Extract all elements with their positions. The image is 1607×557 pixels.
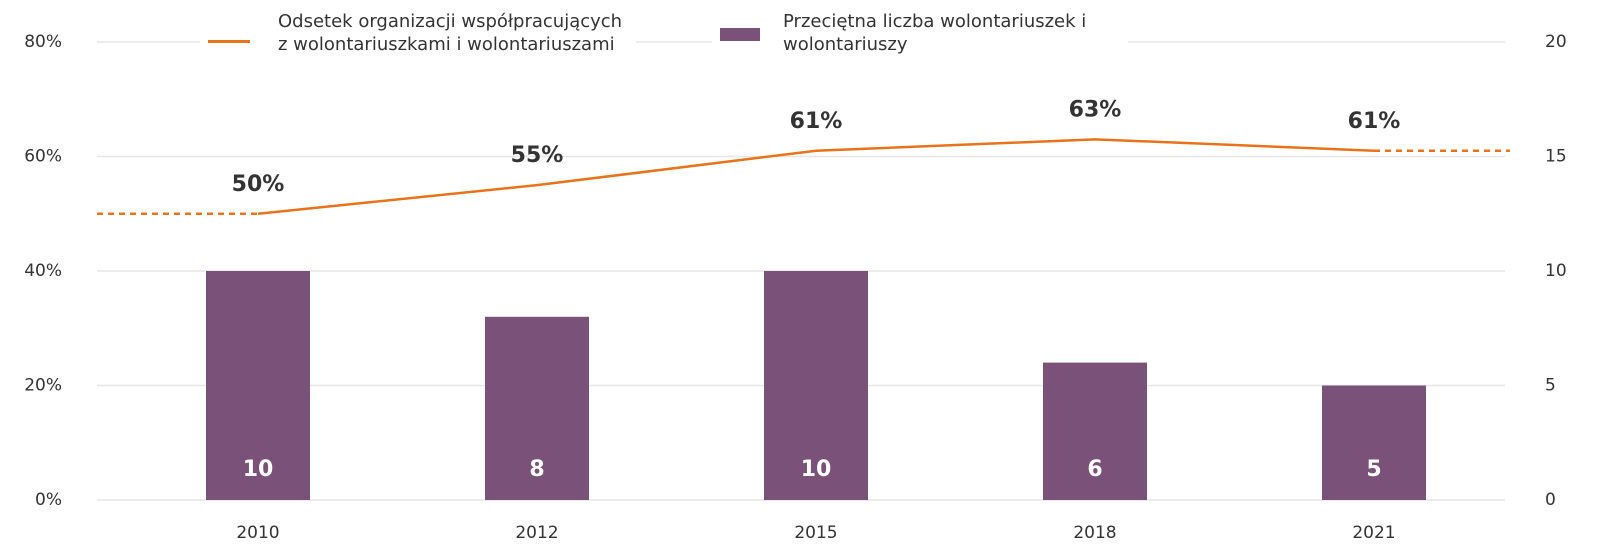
legend-item: Przeciętna liczba wolontariuszek i wolon… (712, 10, 1128, 62)
y-tick-label: 0% (35, 490, 62, 510)
y2-tick-label: 0 (1545, 490, 1556, 510)
line-value-label: 61% (790, 109, 843, 134)
legend-label: Odsetek organizacji współpracujących z w… (278, 11, 623, 55)
y-tick-label: 80% (24, 32, 62, 52)
bar-value-label: 5 (1366, 457, 1381, 482)
x-tick-label: 2010 (236, 523, 279, 543)
y2-tick-label: 20 (1545, 32, 1567, 52)
legend-rect (720, 28, 760, 41)
y2-tick-label: 5 (1545, 376, 1556, 396)
bar-value-label: 10 (243, 457, 274, 482)
legend-item: Odsetek organizacji współpracujących z w… (200, 10, 636, 62)
bar-value-label: 6 (1087, 457, 1102, 482)
x-tick-label: 2021 (1352, 523, 1395, 543)
y-tick-label: 40% (24, 261, 62, 281)
line-value-label: 61% (1348, 109, 1401, 134)
bar (485, 316, 589, 500)
x-tick-label: 2015 (794, 523, 837, 543)
legend-line (208, 40, 250, 43)
bar-value-label: 8 (529, 457, 544, 482)
bar-value-label: 10 (801, 457, 832, 482)
bar (1322, 385, 1426, 500)
line-value-label: 50% (232, 172, 285, 197)
legend-label: Przeciętna liczba wolontariuszek i wolon… (783, 11, 1087, 55)
line (257, 138, 1375, 215)
y-tick-label: 20% (24, 376, 62, 396)
y-tick-label: 60% (24, 147, 62, 167)
legend-swatch (720, 28, 760, 41)
x-tick-label: 2018 (1073, 523, 1116, 543)
legend-swatch (208, 40, 250, 43)
y2-tick-label: 15 (1545, 147, 1567, 167)
bar (1043, 362, 1147, 500)
line-value-label: 55% (511, 143, 564, 168)
line-value-label: 63% (1069, 97, 1122, 122)
bar (206, 271, 310, 500)
y2-tick-label: 10 (1545, 261, 1567, 281)
x-tick-label: 2012 (515, 523, 558, 543)
bar (764, 271, 868, 500)
